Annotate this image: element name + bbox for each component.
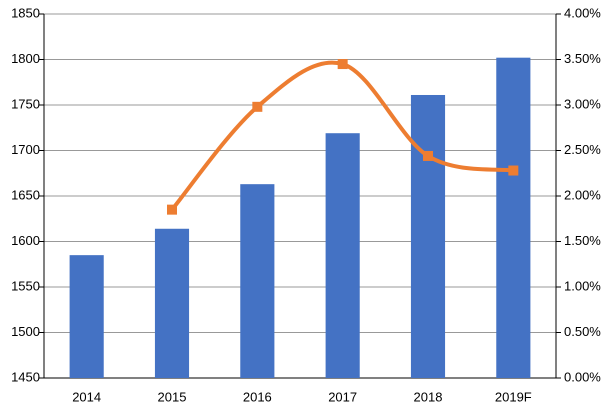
x-tick-label: 2017 — [328, 389, 357, 404]
y2-tick-label: 0.50% — [564, 324, 601, 339]
x-tick-label: 2015 — [158, 389, 187, 404]
bar — [496, 57, 531, 379]
y2-tick-label: 1.00% — [564, 278, 601, 293]
y-tick-label: 1500 — [11, 324, 40, 339]
line-marker — [337, 59, 348, 70]
y-tick-label: 1850 — [11, 5, 40, 20]
y2-tick-label: 0.00% — [564, 369, 601, 384]
y-tick-label: 1550 — [11, 278, 40, 293]
y2-tick-label: 3.00% — [564, 96, 601, 111]
bar — [240, 184, 275, 378]
y-tick-label: 1800 — [11, 51, 40, 66]
x-tick-label: 2018 — [414, 389, 443, 404]
line-marker — [423, 150, 433, 161]
line-marker — [508, 165, 519, 176]
bar — [69, 255, 104, 378]
y2-tick-label: 2.50% — [564, 142, 601, 157]
y2-tick-label: 1.50% — [564, 233, 601, 248]
y-tick-label: 1700 — [11, 142, 40, 157]
bar — [325, 133, 360, 378]
y2-tick-label: 3.50% — [564, 51, 601, 66]
x-tick-label: 2016 — [243, 389, 272, 404]
bar — [154, 228, 190, 378]
line-marker — [252, 101, 263, 112]
line-marker — [167, 204, 177, 215]
y-tick-label: 1650 — [11, 187, 40, 202]
y-tick-label: 1600 — [11, 233, 40, 248]
x-tick-label: 2019F — [495, 389, 532, 404]
y2-tick-label: 2.00% — [564, 187, 601, 202]
bar — [410, 94, 446, 379]
y-tick-label: 1450 — [11, 369, 40, 384]
x-tick-label: 2014 — [72, 389, 101, 404]
y-tick-label: 1750 — [11, 96, 40, 111]
y2-tick-label: 4.00% — [564, 5, 601, 20]
